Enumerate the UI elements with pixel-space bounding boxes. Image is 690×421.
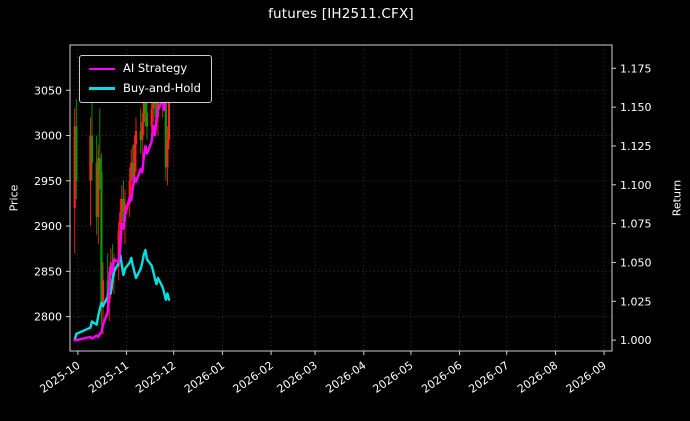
- candle-body: [100, 171, 103, 308]
- price-tick-label: 2850: [34, 265, 62, 278]
- date-tick-label: 2026-07: [466, 359, 511, 396]
- return-tick-label: 1.050: [620, 256, 652, 269]
- candle-body: [144, 99, 147, 113]
- ai-strategy-line-sample: [89, 67, 115, 70]
- candle-body: [131, 162, 134, 177]
- candle-body: [97, 158, 100, 218]
- candle-body: [142, 99, 145, 122]
- date-tick-label: 2026-02: [231, 359, 276, 396]
- date-tick-label: 2025-12: [133, 359, 178, 396]
- candle-body: [101, 280, 105, 308]
- candle-body: [75, 126, 78, 181]
- date-tick-label: 2025-11: [86, 359, 131, 396]
- date-tick-label: 2025-10: [37, 359, 82, 396]
- candle-body: [155, 103, 158, 118]
- buy-and-hold-line-sample: [89, 87, 115, 90]
- legend-item-ai-strategy: AI Strategy: [89, 61, 201, 75]
- candle-body: [167, 90, 171, 141]
- plot-frame: [69, 44, 613, 352]
- candle-body: [164, 94, 167, 168]
- candle-body: [145, 112, 149, 127]
- candle-body: [133, 144, 136, 177]
- candle-body: [166, 140, 169, 168]
- candle-body: [122, 198, 125, 222]
- candle-body: [141, 121, 144, 141]
- candle-body: [139, 131, 142, 141]
- candle-body: [130, 162, 133, 181]
- return-tick-label: 1.175: [620, 62, 652, 75]
- candle-body: [98, 158, 101, 172]
- date-tick-label: 2026-05: [371, 359, 416, 396]
- price-tick-label: 2900: [34, 220, 62, 233]
- return-tick-label: 1.100: [620, 179, 652, 192]
- candle-body: [90, 135, 94, 163]
- series-line-ai-strategy: [73, 74, 171, 342]
- date-tick-label: 2026-09: [564, 359, 609, 396]
- candle-body: [119, 212, 122, 231]
- candle-body: [120, 198, 123, 213]
- candle-body: [95, 162, 98, 218]
- legend-item-buy-and-hold: Buy-and-Hold: [89, 80, 201, 95]
- date-tick-label: 2026-06: [419, 359, 464, 396]
- price-tick-label: 2950: [34, 175, 62, 188]
- date-tick-label: 2026-01: [182, 359, 227, 396]
- legend-label-buy-and-hold: Buy-and-Hold: [123, 80, 201, 95]
- candle-body: [128, 180, 131, 204]
- candle-body: [134, 131, 138, 145]
- return-tick-label: 1.025: [620, 295, 652, 308]
- return-tick-label: 1.125: [620, 140, 652, 153]
- candle-body: [150, 108, 153, 127]
- price-tick-label: 2800: [34, 311, 62, 324]
- date-tick-label: 2026-04: [323, 359, 368, 396]
- return-tick-label: 1.150: [620, 101, 652, 114]
- return-tick-label: 1.000: [620, 334, 652, 347]
- candle-body: [89, 135, 92, 181]
- return-axis-label: Return: [670, 179, 684, 217]
- chart-title: futures [IH2511.CFX]: [268, 6, 414, 22]
- price-axis-label: Price: [7, 184, 21, 212]
- legend-label-ai-strategy: AI Strategy: [123, 61, 188, 75]
- date-tick-label: 2026-03: [275, 359, 320, 396]
- candle-body: [117, 230, 120, 267]
- return-tick-label: 1.075: [620, 218, 652, 231]
- series-line-buy-and-hold: [73, 248, 171, 342]
- price-tick-label: 3050: [34, 84, 62, 97]
- price-tick-label: 3000: [34, 130, 62, 143]
- chart-legend: AI Strategy Buy-and-Hold: [79, 55, 212, 103]
- candle-body: [73, 126, 76, 208]
- date-tick-label: 2026-08: [515, 359, 560, 396]
